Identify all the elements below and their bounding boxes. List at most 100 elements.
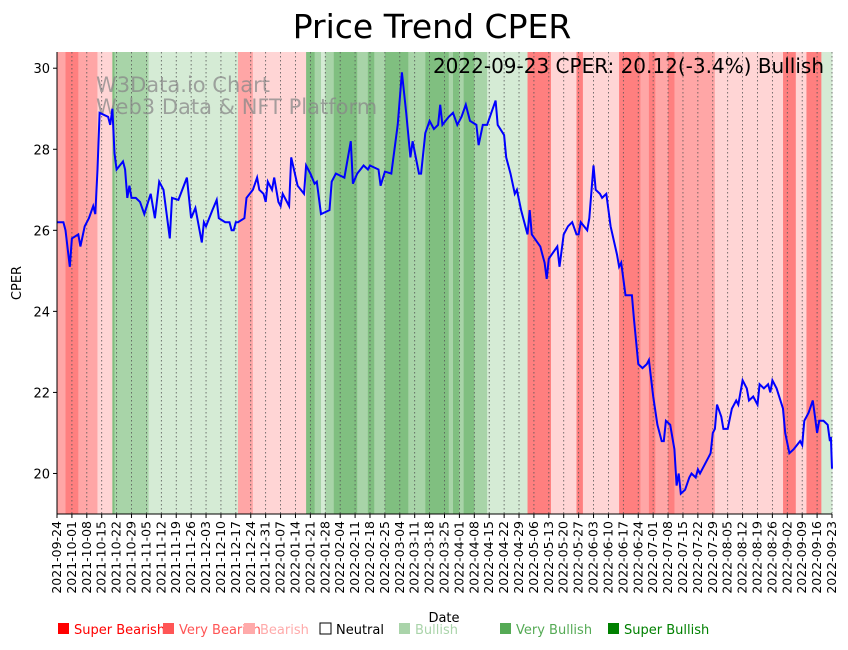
sentiment-band-bearish [795, 52, 807, 514]
x-tick-label: 2021-10-08 [79, 521, 94, 594]
x-tick-label: 2022-05-06 [526, 521, 541, 594]
x-tick-label: 2022-08-19 [749, 521, 764, 594]
x-tick-label: 2022-06-17 [615, 521, 630, 594]
sentiment-band-super-bullish [112, 52, 115, 514]
sentiment-band-very-bullish [374, 52, 386, 514]
x-tick-label: 2021-12-17 [228, 521, 243, 594]
watermark-line-2: Web3 Data & NFT Platform [96, 95, 377, 119]
y-tick-label: 30 [33, 62, 50, 77]
sentiment-band-very-bullish [357, 52, 369, 514]
sentiment-band-bearish [714, 52, 784, 514]
last-price-annotation: 2022-09-23 CPER: 20.12(-3.4%) Bullish [433, 54, 824, 78]
x-tick-label: 2022-07-22 [690, 521, 705, 594]
x-tick-label: 2022-02-11 [347, 521, 362, 594]
legend-swatch [500, 623, 511, 634]
y-tick-label: 24 [33, 305, 50, 320]
x-tick-label: 2021-10-22 [109, 521, 124, 594]
sentiment-band-very-bearish [57, 52, 67, 514]
x-tick-label: 2021-09-24 [49, 521, 64, 594]
x-tick-label: 2021-10-29 [124, 521, 139, 594]
x-tick-label: 2022-02-18 [362, 521, 377, 594]
x-tick-label: 2022-08-26 [764, 521, 779, 594]
x-tick-label: 2021-11-19 [168, 521, 183, 594]
x-axis-label: Date [428, 611, 459, 626]
legend-label: Super Bearish [74, 623, 165, 638]
legend-item: Bearish [244, 623, 309, 638]
x-tick-label: 2022-06-24 [630, 521, 645, 594]
sentiment-band-super-bearish [619, 52, 641, 514]
x-tick-label: 2021-10-15 [94, 521, 109, 594]
x-tick-label: 2022-03-18 [422, 521, 437, 594]
x-tick-label: 2022-03-04 [392, 521, 407, 594]
legend-swatch [608, 623, 619, 634]
x-tick-label: 2022-01-28 [317, 521, 332, 594]
legend-item: Very Bullish [500, 623, 592, 638]
sentiment-band-super-bearish [648, 52, 656, 514]
x-tick-label: 2022-05-27 [571, 521, 586, 594]
x-tick-label: 2022-07-01 [645, 521, 660, 594]
sentiment-band-bullish [148, 52, 239, 514]
y-tick-label: 26 [33, 224, 50, 239]
x-tick-label: 2022-09-16 [809, 521, 824, 594]
x-tick-label: 2022-01-07 [273, 521, 288, 594]
x-tick-label: 2022-04-08 [466, 521, 481, 594]
x-tick-label: 2022-07-08 [660, 521, 675, 594]
watermark-line-1: W3Data.io Chart [96, 73, 270, 97]
sentiment-band-very-bearish [78, 52, 98, 514]
x-tick-label: 2021-12-24 [243, 521, 258, 594]
sentiment-band-bullish [821, 52, 833, 514]
legend-label: Bearish [260, 623, 309, 638]
x-tick-label: 2021-11-05 [138, 521, 153, 594]
legend-label: Very Bullish [516, 623, 592, 638]
sentiment-band-super-bullish [425, 52, 450, 514]
legend-item: Neutral [319, 622, 384, 638]
sentiment-band-super-bearish [668, 52, 675, 514]
legend-swatch [319, 622, 332, 635]
sentiment-band-super-bearish [527, 52, 552, 514]
x-tick-label: 2022-08-05 [720, 521, 735, 594]
legend-item: Super Bullish [608, 623, 709, 638]
x-tick-label: 2022-08-12 [735, 521, 750, 594]
sentiment-band-bullish [487, 52, 529, 514]
sentiment-band-super-bullish [453, 52, 460, 514]
sentiment-band-super-bullish [367, 52, 375, 514]
x-tick-label: 2022-01-21 [302, 521, 317, 594]
sentiment-band-super-bullish [384, 52, 409, 514]
x-tick-label: 2021-10-01 [64, 521, 79, 594]
x-tick-label: 2022-05-20 [556, 521, 571, 594]
x-tick-label: 2022-03-25 [437, 521, 452, 594]
x-tick-label: 2021-12-10 [213, 521, 228, 594]
sentiment-band-very-bullish [448, 52, 454, 514]
sentiment-band-super-bearish [783, 52, 797, 514]
x-tick-label: 2021-12-31 [258, 521, 273, 594]
sentiment-band-very-bullish [459, 52, 465, 514]
x-tick-label: 2022-04-01 [451, 521, 466, 594]
x-tick-label: 2022-09-02 [779, 521, 794, 594]
sentiment-band-very-bearish [674, 52, 682, 514]
x-tick-label: 2022-09-23 [824, 521, 839, 594]
legend-item: Bullish [399, 623, 458, 638]
legend-label: Very Bearish [179, 623, 261, 638]
legend: Super Bearish Very Bearish Bearish Neutral B… [58, 622, 709, 638]
sentiment-band-very-bullish [314, 52, 322, 514]
x-tick-label: 2022-04-22 [496, 521, 511, 594]
x-tick-label: 2022-04-29 [511, 521, 526, 594]
sentiment-band-super-bearish [806, 52, 822, 514]
legend-swatch [399, 623, 410, 634]
x-tick-label: 2022-03-11 [407, 521, 422, 594]
sentiment-band-bearish [252, 52, 307, 514]
x-tick-label: 2022-06-03 [586, 521, 601, 594]
legend-label: Super Bullish [624, 623, 709, 638]
x-tick-label: 2022-07-15 [675, 521, 690, 594]
sentiment-band-super-bullish [306, 52, 316, 514]
sentiment-band-super-bearish [65, 52, 79, 514]
grid-lines [56, 52, 833, 514]
legend-item: Very Bearish [163, 623, 261, 638]
x-tick-label: 2021-11-12 [153, 521, 168, 594]
sentiment-band-super-bearish [576, 52, 584, 514]
x-tick-label: 2022-01-14 [287, 521, 302, 594]
chart-title: Price Trend CPER [293, 7, 572, 46]
x-tick-label: 2021-12-03 [198, 521, 213, 594]
x-tick-label: 2022-02-25 [377, 521, 392, 594]
